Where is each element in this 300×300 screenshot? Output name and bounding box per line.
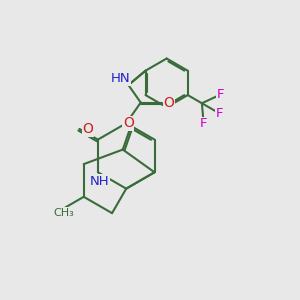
Text: O: O [163, 96, 174, 110]
Text: F: F [200, 118, 207, 130]
Text: HN: HN [111, 72, 131, 85]
Text: NH: NH [90, 175, 109, 188]
Text: O: O [82, 122, 93, 136]
Text: F: F [216, 107, 224, 120]
Text: O: O [123, 116, 134, 130]
Text: F: F [217, 88, 224, 101]
Text: CH₃: CH₃ [53, 208, 74, 218]
